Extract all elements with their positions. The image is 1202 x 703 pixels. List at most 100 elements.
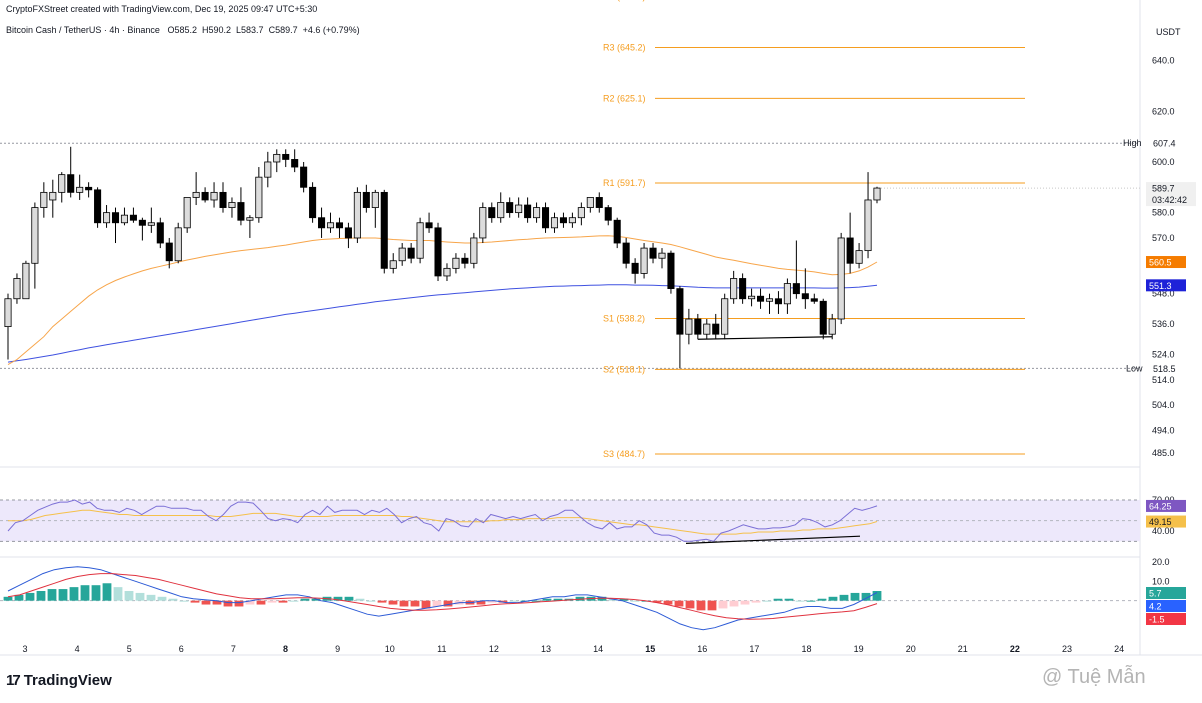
macd-histogram-bar [135,592,145,601]
low-value-bg [1150,362,1184,375]
ema50-tag: 560.5 [1149,258,1172,268]
candle [470,237,478,264]
price-tick-label: 494.0 [1152,425,1175,435]
macd-histogram-bar [410,600,420,607]
macd-signal-line [7,573,878,620]
macd-histogram-bar [443,600,453,607]
price-tick-label: 620.0 [1152,106,1175,116]
candle [273,153,281,163]
candle [237,202,245,221]
candle [156,222,164,244]
candle [524,204,532,219]
candle [748,295,756,300]
candle [120,214,128,224]
candle [129,214,137,221]
macd-histogram-bar [91,585,101,601]
macd-histogram-bar [355,598,365,601]
candle [604,207,612,221]
time-tick-label: 11 [437,644,446,654]
macd-histogram-bar [729,600,739,607]
pivot-label: R3 (645.2) [603,43,646,53]
macd-histogram-bar [608,598,618,601]
macd-histogram-bar [36,591,46,601]
time-tick-label: 24 [1114,644,1124,654]
candle [783,283,791,305]
candle [326,222,335,229]
macd-histogram-bar [487,600,497,603]
macd-value-tag: 4.2 [1149,602,1162,612]
macd-histogram-tag: 5.7 [1149,589,1162,599]
candle [183,197,191,229]
rsi-line [7,499,878,542]
price-tick-label: 600.0 [1152,157,1175,167]
candle [810,298,818,302]
pivot-label: R1 (591.7) [603,178,646,188]
low-label: Low [1126,363,1143,373]
tradingview-logo[interactable]: 17 TradingView [6,672,112,689]
candle [452,257,460,269]
bar-countdown: 03:42:42 [1152,195,1187,205]
candle [147,222,155,226]
candle [111,212,120,224]
rsi-tick-label: 40.00 [1152,526,1175,536]
macd-histogram-bar [124,591,134,601]
price-tick-label: 504.0 [1152,400,1175,410]
macd-histogram-bar [828,596,838,601]
candle [577,207,585,219]
macd-histogram-bar [80,585,90,601]
candle [309,186,317,219]
macd-histogram-bar [113,587,123,601]
macd-histogram-bar [696,600,706,611]
macd-histogram-bar [399,600,409,607]
candle [461,257,469,264]
macd-histogram-bar [861,592,871,601]
macd-histogram-bar [531,600,541,602]
macd-histogram-bar [234,600,244,607]
macd-histogram-bar [14,594,24,601]
tradingview-logo-icon: 17 [6,672,21,689]
candle [219,191,227,208]
candle [497,202,505,219]
symbol-legend: Bitcoin Cash / TetherUS · 4h · Binance O… [6,25,360,35]
candle [685,318,693,335]
brand-name: TradingView [23,672,112,689]
candle [255,176,263,219]
time-tick-label: 12 [489,644,499,654]
macd-histogram-bar [223,600,233,607]
candle [694,318,702,335]
candle [58,174,66,193]
macd-histogram-bar [3,596,13,601]
candle [595,197,603,208]
macd-histogram-bar [377,600,387,603]
ema200-tag: 551.3 [1149,281,1172,291]
ohlc-close: C589.7 [268,25,298,35]
macd-histogram-bar [366,600,376,602]
macd-histogram-bar [421,600,431,609]
macd-histogram-bar [553,598,563,601]
candle [362,191,370,208]
price-tick-label: 485.0 [1152,448,1175,458]
macd-histogram-bar [245,600,255,605]
macd-histogram-bar [432,600,442,607]
macd-histogram-bar [652,600,662,603]
candle [765,298,774,302]
candle [819,300,827,335]
support-trendline [697,336,833,340]
time-tick-label: 9 [335,644,340,654]
price-tick-label: 536.0 [1152,319,1175,329]
macd-histogram-bar [773,598,783,601]
candle [371,191,379,208]
macd-histogram-bar [707,600,717,611]
time-tick-label: 8 [283,644,288,654]
candle [4,298,12,328]
ema200-line [7,284,878,363]
macd-histogram-bar [300,598,310,601]
candle [282,153,290,160]
candle [434,227,442,277]
low-value: 518.5 [1153,364,1176,374]
candle [515,204,523,214]
candle [389,260,397,269]
ema200-tag-bg [1146,279,1186,292]
candle [407,247,415,259]
